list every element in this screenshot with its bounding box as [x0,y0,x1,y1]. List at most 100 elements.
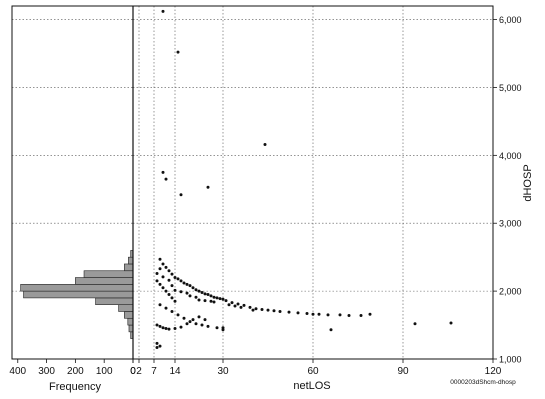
histogram-bar [124,311,134,319]
scatter-point [158,282,162,286]
scatter-point [179,325,183,329]
scatter-point [167,269,171,273]
scatter-point [239,305,243,309]
scatter-point [287,310,291,314]
corner-label: 0000203dShcm-dhosp [450,379,516,386]
scatter-point [155,345,159,349]
scatter-point [155,279,159,283]
scatter-point [203,318,207,322]
plot-frames [11,5,494,360]
scatter-point [188,284,192,288]
scatter-point [161,262,165,266]
scatter-point [179,193,183,197]
scatter-point [200,290,204,294]
scatter-point [305,312,309,316]
histogram-bars [20,250,134,339]
scatter-point [170,296,174,300]
scatter-point [170,309,174,313]
scatter-point [218,297,222,301]
scatter-point [155,341,159,345]
scatter-point [248,305,252,309]
histogram-bar [23,290,134,299]
histogram-tick-label: 0 [130,366,136,377]
scatter-point [326,313,330,317]
scatter-point [191,318,195,322]
scatter-point [158,324,162,328]
x-tick-label: 90 [397,366,409,377]
histogram-grid [12,19,133,360]
scatter-point [206,293,210,297]
scatter-point [329,328,333,332]
scatter-point [158,267,162,271]
scatter-point [167,327,171,331]
y-tick-label: 6,000 [499,15,522,25]
scatter-point [311,312,315,316]
histogram-tick-label: 200 [67,366,84,377]
scatter-point [161,9,165,13]
scatter-point [449,321,453,325]
scatter-point [164,306,168,310]
scatter-grid [133,6,493,360]
scatter-point [272,309,276,313]
histogram-bar [128,256,134,265]
scatter-point [182,281,186,285]
histogram-bar [83,270,134,278]
scatter-point [236,302,240,306]
scatter-point [197,289,201,293]
scatter-point [200,323,204,327]
scatter-point [173,276,177,280]
histogram-bar [124,263,134,272]
scatter-point [212,295,216,299]
scatter-point [197,298,201,302]
scatter-point [170,272,174,276]
scatter-point [206,185,210,189]
scatter-point [338,313,342,317]
y-tick-label: 1,000 [499,355,522,365]
scatter-point [173,299,177,303]
y-tick-label: 3,000 [499,219,522,229]
scatter-point [170,284,174,288]
scatter-point [191,286,195,290]
y-tick-label: 4,000 [499,151,522,161]
scatter-point [182,316,186,320]
scatter-point [215,296,219,300]
scatter-point [215,326,219,330]
y-axis-label: dHOSP [522,164,534,201]
scatter-point [185,291,189,295]
scatter-point [413,322,417,326]
histogram-bar [95,297,134,305]
scatter-point [212,300,216,304]
x-tick-label: 7 [151,366,157,377]
histogram-x-axis-label: Frequency [49,381,101,393]
scatter-point [161,286,165,290]
scatter-point [188,320,192,324]
scatter-point [164,177,168,181]
scatter-point [158,303,162,307]
scatter-points [155,9,453,349]
histogram-bar [128,324,134,333]
x-axis-label: netLOS [293,380,330,392]
scatter-point [254,307,258,311]
scatter-point [203,299,207,303]
scatter-point [317,312,321,316]
scatter-point [167,293,171,297]
scatter-point [233,304,237,308]
scatter-point [173,326,177,330]
histogram-bar [118,304,134,312]
scatter-point [230,301,234,305]
scatter-point [242,303,246,307]
x-tick-label: 120 [485,366,502,377]
scatter-point [194,295,198,299]
x-tick-label: 2 [136,366,142,377]
x-tick-label: 14 [169,366,181,377]
scatter-point [266,308,270,312]
outer-frame [11,5,494,360]
scatter-point [251,308,255,312]
scatter-point [173,288,177,292]
scatter-point [227,303,231,307]
scatter-point [167,278,171,282]
scatter-point [209,299,213,303]
scatter-point [278,309,282,313]
